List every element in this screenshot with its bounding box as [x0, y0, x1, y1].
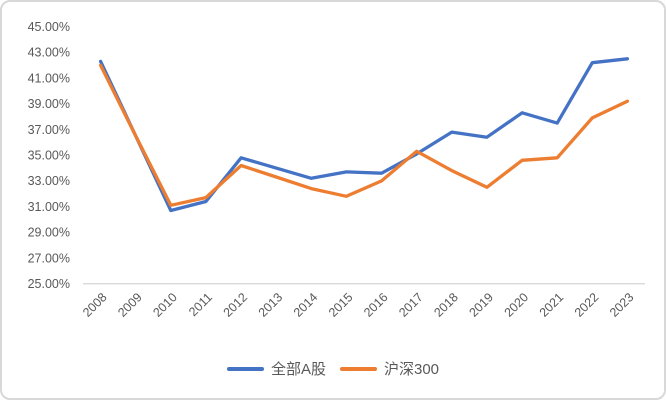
y-axis-label: 31.00% [28, 200, 70, 214]
y-axis-label: 27.00% [28, 251, 70, 265]
y-axis-label: 39.00% [28, 97, 70, 111]
y-axis-label: 43.00% [28, 46, 70, 60]
legend-label-all-a-shares: 全部A股 [270, 361, 326, 378]
x-axis-label: 2008 [80, 290, 110, 320]
y-axis-label: 33.00% [28, 174, 70, 188]
legend-item-all-a-shares: 全部A股 [226, 358, 326, 379]
legend-line-swatch-orange [339, 366, 377, 371]
x-axis-label: 2010 [150, 290, 180, 320]
x-axis-label: 2022 [572, 290, 602, 320]
x-axis-label: 2020 [502, 290, 532, 320]
line-chart: 45.00% 43.00% 41.00% 39.00% 37.00% 35.00% 33.0… [28, 20, 645, 320]
x-axis-label: 2013 [256, 290, 286, 320]
x-axis-label: 2015 [326, 290, 356, 320]
legend: 全部A股 沪深300 [2, 358, 664, 379]
y-axis-label: 45.00% [28, 20, 70, 34]
x-axis: 2008 2009 2010 2011 2012 2013 2014 2015 2016 2017… [80, 290, 636, 320]
x-axis-label: 2014 [291, 290, 321, 320]
y-axis-label: 37.00% [28, 123, 70, 137]
series-line-0 [98, 57, 630, 213]
x-axis-label: 2019 [466, 290, 496, 320]
y-axis: 45.00% 43.00% 41.00% 39.00% 37.00% 35.00% 33.0… [28, 20, 70, 291]
legend-label-csi300: 沪深300 [383, 361, 440, 378]
y-axis-label: 35.00% [28, 149, 70, 163]
series-line-1 [98, 63, 630, 207]
legend-item-csi300: 沪深300 [339, 358, 440, 379]
x-axis-label: 2012 [221, 290, 251, 320]
x-axis-label: 2023 [607, 290, 637, 320]
y-axis-label: 41.00% [28, 71, 70, 85]
y-axis-label: 29.00% [28, 226, 70, 240]
x-axis-label: 2017 [396, 290, 426, 320]
x-axis-label: 2009 [115, 290, 145, 320]
x-axis-label: 2016 [361, 290, 391, 320]
legend-line-swatch-blue [226, 366, 264, 371]
x-axis-label: 2011 [186, 290, 215, 319]
y-axis-label: 25.00% [28, 277, 70, 291]
x-axis-label: 2018 [431, 290, 461, 320]
x-axis-label: 2021 [537, 290, 567, 320]
